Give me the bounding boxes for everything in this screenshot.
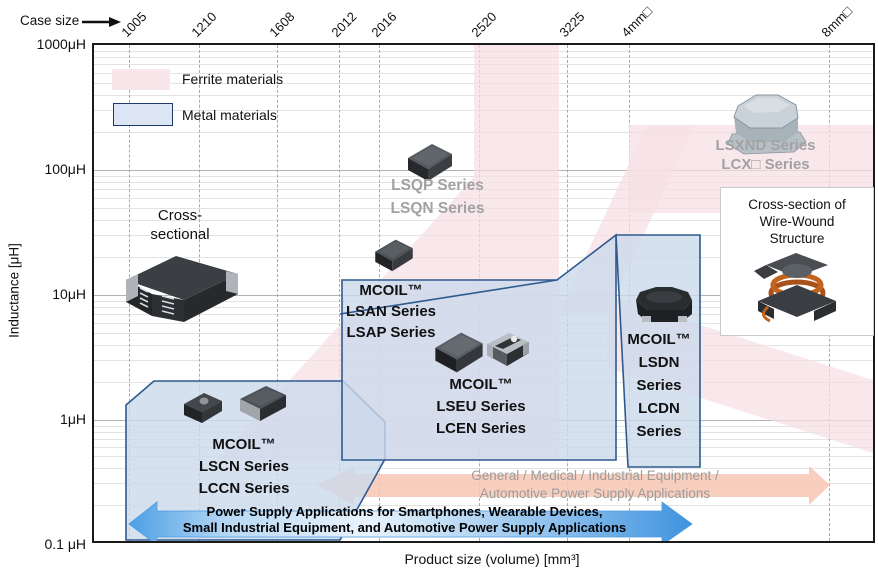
lsdn-line2: Series (636, 377, 682, 394)
lscn-series-label: MCOIL™ LSCN Series LCCN Series (176, 434, 312, 500)
case-size-tick-label: 2012 (328, 8, 360, 41)
orange-arrow-caption: General / Medical / Industrial Equipment… (400, 467, 790, 503)
case-size-tick-label: 2016 (368, 8, 400, 41)
y-tick-10uH: 10μH (52, 286, 86, 302)
cross-sectional-callout: Cross- sectional (128, 206, 232, 244)
lseu-product-image-2 (487, 333, 529, 366)
lsdn-brand: MCOIL™ (627, 331, 691, 348)
y-tick-1000uH: 1000μH (36, 36, 86, 52)
lsdn-series-label: MCOIL™ LSDN Series LCDN Series (612, 328, 706, 443)
blue-arrow-caption: Power Supply Applications for Smartphone… (117, 504, 692, 535)
wirewound-line3: Structure (769, 231, 825, 246)
y-tick-1uH: 1μH (60, 411, 86, 427)
lscn-brand: MCOIL™ (212, 436, 276, 453)
x-axis-title: Product size (volume) [mm³] (404, 551, 580, 567)
wirewound-callout-box: Cross-section of Wire-Wound Structure (720, 187, 874, 336)
lsan-brand: MCOIL™ (359, 282, 423, 299)
case-size-tick-label: 1608 (266, 8, 298, 41)
metal-legend-label: Metal materials (182, 107, 277, 123)
orange-arrow-line2: Automotive Power Supply Applications (479, 486, 711, 501)
cross-sectional-product-image (126, 256, 238, 322)
metal-legend-swatch (113, 103, 173, 126)
lsxnd-line2: LCX□ Series (721, 156, 810, 173)
case-size-tick-label: 4mm□ (618, 3, 655, 41)
case-size-tick-label: 1210 (188, 8, 220, 41)
lscn-line2: LCCN Series (198, 480, 290, 497)
lseu-product-image-1 (435, 332, 483, 373)
ferrite-legend-label: Ferrite materials (182, 71, 284, 87)
lsqp-product-image (408, 144, 452, 181)
lsxnd-series-label: LSXND Series LCX□ Series (678, 136, 853, 174)
lscn-line1: LSCN Series (198, 458, 290, 475)
lsan-series-label: MCOIL™ LSAN Series LSAP Series (332, 280, 450, 343)
region-shapes (125, 45, 873, 541)
case-size-axis-label: Case size (20, 13, 80, 28)
ferrite-legend-swatch (112, 69, 170, 90)
lscn-product-image-1 (184, 393, 222, 423)
lseu-series-label: MCOIL™ LSEU Series LCEN Series (402, 374, 560, 440)
blue-applications-arrow (128, 501, 693, 541)
wirewound-caption: Cross-section of Wire-Wound Structure (721, 188, 873, 247)
cross-sectional-line2: sectional (150, 226, 210, 243)
blue-arrow-line2: Small Industrial Equipment, and Automoti… (182, 519, 627, 535)
lseu-line2: LCEN Series (435, 420, 527, 437)
lsqp-line1: LSQP Series (391, 177, 484, 194)
orange-arrow-line1: General / Medical / Industrial Equipment… (471, 468, 719, 483)
lseu-line1: LSEU Series (436, 398, 526, 415)
y-tick-0p1uH: 0.1 μH (44, 536, 86, 552)
lsdn-line4: Series (636, 423, 682, 440)
cross-sectional-line1: Cross- (157, 207, 203, 224)
lsan-line2: LSAP Series (346, 324, 436, 341)
lseu-brand: MCOIL™ (449, 376, 513, 393)
wirewound-product-image (754, 253, 836, 323)
case-size-tick-label: 3225 (556, 8, 588, 41)
lsan-line1: LSAN Series (345, 303, 437, 320)
case-size-arrow-icon (82, 17, 121, 27)
case-size-tick-label: 1005 (118, 8, 150, 41)
lsqp-line2: LSQN Series (390, 200, 485, 217)
lsan-product-image (375, 239, 413, 272)
lsdn-line1: LSDN (638, 354, 680, 371)
wirewound-line2: Wire-Wound (759, 214, 835, 229)
case-size-tick-label: 2520 (468, 8, 500, 41)
lsxnd-line1: LSXND Series (715, 137, 816, 154)
lsdn-product-image (636, 287, 692, 322)
case-size-tick-label: 8mm□ (818, 3, 855, 41)
lscn-product-image-2 (240, 386, 286, 421)
orange-applications-arrow (317, 466, 830, 505)
wirewound-line1: Cross-section of (748, 197, 846, 212)
blue-arrow-line1: Power Supply Applications for Smartphone… (206, 504, 603, 519)
y-tick-100uH: 100μH (44, 161, 86, 177)
lsdn-line3: LCDN (638, 400, 680, 417)
case-size-axis: 1005 1210 1608 2012 2016 2520 3225 4mm□ 8mm□ (92, 0, 878, 41)
lsxnd-product-image (727, 94, 807, 155)
lsqp-series-label: LSQP Series LSQN Series (350, 174, 525, 220)
